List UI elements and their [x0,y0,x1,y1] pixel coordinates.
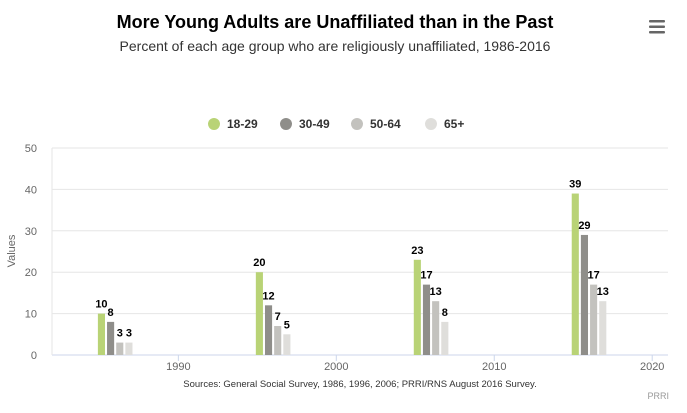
legend-label: 30-49 [299,117,330,131]
bar-18-29[interactable] [97,313,105,355]
legend: 18-29 30-49 50-64 65+ [208,117,464,131]
legend-item-65+[interactable]: 65+ [425,117,464,131]
data-label: 17 [587,270,599,282]
hamburger-menu-icon[interactable] [648,19,666,35]
bar-65+[interactable] [599,301,607,355]
legend-item-30-49[interactable]: 30-49 [280,117,330,131]
bar-30-49[interactable] [107,321,115,355]
legend-item-50-64[interactable]: 50-64 [351,117,401,131]
y-tick-label: 10 [25,309,37,321]
bar-30-49[interactable] [422,284,431,355]
legend-item-18-29[interactable]: 18-29 [208,117,258,131]
chart-title: More Young Adults are Unaffiliated than … [117,12,554,32]
data-label: 39 [569,179,581,191]
y-tick-label: 50 [25,143,37,155]
legend-marker [280,118,292,130]
data-label: 5 [284,319,290,331]
data-label: 12 [262,290,274,302]
legend-label: 18-29 [227,117,258,131]
bar-65+[interactable] [441,321,449,355]
credits[interactable]: PRRI [647,391,669,401]
y-tick-label: 40 [25,184,37,196]
bar-30-49[interactable] [264,305,273,355]
bar-30-49[interactable] [580,234,588,355]
data-label: 3 [126,328,132,340]
legend-label: 50-64 [370,117,401,131]
bar-50-64[interactable] [116,342,124,355]
data-label: 23 [411,245,423,257]
y-axis-title: Values [6,234,18,267]
legend-marker [351,118,363,130]
source-note: Sources: General Social Survey, 1986, 19… [183,379,536,390]
bar-50-64[interactable] [274,326,282,355]
y-tick-label: 30 [25,226,37,238]
legend-marker [208,118,220,130]
bar-65+[interactable] [125,342,133,355]
bar-18-29[interactable] [413,259,421,355]
data-label: 8 [108,307,114,319]
x-tick-label: 1990 [166,361,190,373]
x-tick-label: 2020 [640,361,664,373]
x-axis: 1990 2000 2010 2020 [166,355,664,373]
data-label: 7 [275,311,281,323]
y-tick-label: 0 [31,350,37,362]
data-label: 3 [117,328,123,340]
x-tick-label: 2010 [482,361,506,373]
y-axis: 0 10 20 30 40 50 [25,143,37,362]
chart-subtitle: Percent of each age group who are religi… [120,38,551,54]
bars [97,193,607,355]
data-label: 17 [420,270,432,282]
data-label: 10 [95,299,107,311]
bar-50-64[interactable] [432,301,440,355]
data-label: 8 [442,307,448,319]
bar-18-29[interactable] [255,272,263,355]
data-label: 20 [253,257,265,269]
grid [51,147,668,356]
data-label: 13 [430,286,442,298]
data-label: 29 [578,220,590,232]
bar-50-64[interactable] [590,284,598,355]
x-tick-label: 2000 [324,361,348,373]
y-tick-label: 20 [25,267,37,279]
bar-18-29[interactable] [571,193,579,355]
legend-marker [425,118,437,130]
data-label: 13 [597,286,609,298]
legend-label: 65+ [444,117,464,131]
bar-65+[interactable] [283,334,291,355]
